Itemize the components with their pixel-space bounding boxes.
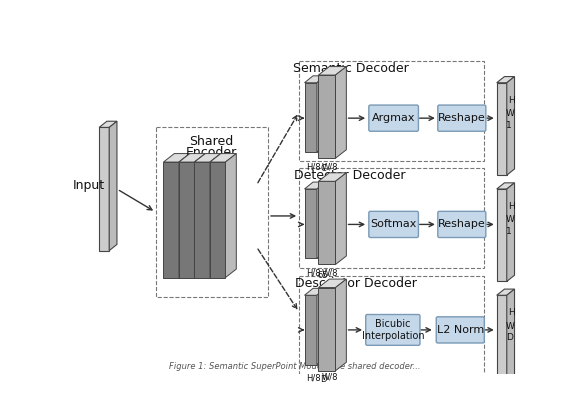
FancyBboxPatch shape (436, 317, 484, 343)
Polygon shape (179, 154, 190, 278)
Polygon shape (319, 181, 335, 265)
Text: H/8: H/8 (306, 162, 321, 171)
Polygon shape (305, 295, 317, 365)
Polygon shape (319, 66, 346, 75)
Polygon shape (99, 127, 109, 251)
Text: W/8: W/8 (322, 372, 338, 381)
FancyBboxPatch shape (438, 211, 486, 238)
Polygon shape (195, 154, 221, 162)
Text: H/8: H/8 (306, 268, 321, 277)
Text: H/8: H/8 (306, 374, 321, 383)
Polygon shape (317, 76, 325, 152)
Polygon shape (497, 189, 507, 281)
Text: Encoder: Encoder (186, 146, 237, 159)
Text: D: D (506, 333, 513, 342)
Text: 65: 65 (318, 270, 328, 280)
Text: L2 Norm: L2 Norm (437, 325, 484, 335)
Polygon shape (109, 121, 117, 251)
Polygon shape (164, 154, 190, 162)
Polygon shape (210, 162, 225, 278)
Polygon shape (507, 76, 514, 175)
Text: Reshape: Reshape (438, 113, 486, 123)
Polygon shape (335, 279, 346, 371)
Polygon shape (195, 162, 210, 278)
Polygon shape (335, 66, 346, 158)
Text: Figure 1: Semantic SuperPoint Model. The shared decoder...: Figure 1: Semantic SuperPoint Model. The… (169, 362, 421, 370)
Text: 1: 1 (506, 121, 511, 130)
Polygon shape (497, 83, 507, 175)
Polygon shape (305, 76, 325, 83)
Polygon shape (179, 154, 205, 162)
Polygon shape (305, 83, 317, 152)
Text: H: H (509, 96, 515, 105)
Polygon shape (319, 75, 335, 158)
Text: W: W (506, 322, 515, 331)
Bar (299, 276, 483, 376)
Polygon shape (319, 173, 346, 181)
Polygon shape (335, 173, 346, 265)
Bar (299, 61, 483, 161)
Text: W/8: W/8 (322, 268, 338, 277)
Polygon shape (497, 183, 514, 189)
Polygon shape (225, 154, 236, 278)
FancyBboxPatch shape (366, 315, 420, 345)
FancyBboxPatch shape (369, 211, 418, 238)
Polygon shape (497, 295, 507, 388)
Text: W: W (506, 109, 515, 118)
Polygon shape (497, 76, 514, 83)
Text: H: H (509, 202, 515, 211)
Polygon shape (317, 288, 325, 365)
Polygon shape (507, 289, 514, 388)
Polygon shape (305, 189, 317, 258)
Text: C: C (320, 164, 326, 173)
Text: H: H (509, 308, 515, 318)
Polygon shape (210, 154, 236, 162)
Polygon shape (317, 182, 325, 258)
Text: Argmax: Argmax (372, 113, 415, 123)
Text: 1: 1 (506, 227, 511, 236)
Text: Semantic Decoder: Semantic Decoder (293, 63, 409, 75)
Polygon shape (99, 121, 117, 127)
Text: Softmax: Softmax (370, 219, 417, 229)
Polygon shape (305, 288, 325, 295)
Text: Detector Decoder: Detector Decoder (294, 169, 405, 182)
Polygon shape (195, 154, 205, 278)
Polygon shape (164, 162, 179, 278)
Bar (156, 127, 268, 297)
Polygon shape (305, 182, 325, 189)
Text: Reshape: Reshape (438, 219, 486, 229)
Text: Shared: Shared (190, 135, 234, 148)
FancyBboxPatch shape (369, 105, 418, 131)
Polygon shape (319, 288, 335, 371)
Text: D: D (320, 375, 327, 384)
Polygon shape (319, 279, 346, 288)
Text: Descriptor Decoder: Descriptor Decoder (295, 277, 418, 290)
Text: W: W (506, 215, 515, 224)
Polygon shape (179, 162, 195, 278)
Polygon shape (497, 289, 514, 295)
Polygon shape (210, 154, 221, 278)
FancyBboxPatch shape (438, 105, 486, 131)
Text: Bicubic
Interpolation: Bicubic Interpolation (362, 319, 424, 341)
Text: W/8: W/8 (322, 162, 338, 171)
Bar (299, 168, 483, 268)
Text: Input: Input (73, 178, 105, 192)
Polygon shape (507, 183, 514, 281)
